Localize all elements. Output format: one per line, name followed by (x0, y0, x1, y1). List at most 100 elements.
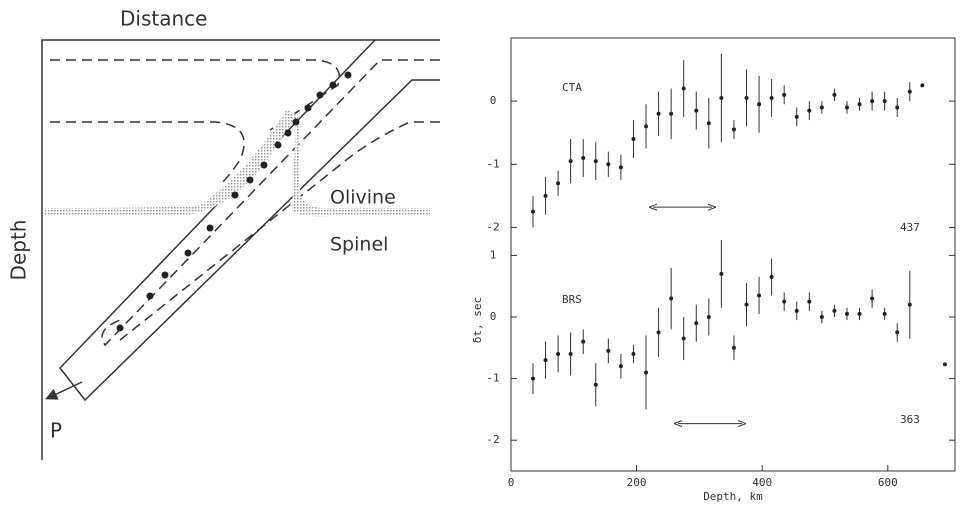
point (568, 159, 573, 164)
y-tick-label: 0 (490, 310, 497, 323)
x-tick-label: 600 (878, 476, 898, 489)
point (819, 315, 824, 319)
point (794, 114, 799, 119)
point (543, 193, 548, 198)
y-tick-label: -2 (486, 433, 499, 446)
point (593, 159, 598, 164)
dot (184, 249, 192, 257)
point (782, 299, 787, 304)
point (556, 181, 561, 186)
phase-label: Spinel (330, 234, 388, 256)
hypocenters (116, 71, 352, 332)
point (719, 271, 724, 276)
point (819, 105, 824, 110)
y-tick-label: -1 (486, 157, 499, 170)
point (895, 105, 900, 110)
point (644, 124, 649, 129)
point (844, 311, 849, 316)
point (656, 111, 661, 116)
point (857, 311, 862, 316)
point (681, 86, 686, 91)
point (694, 321, 699, 326)
point (857, 102, 862, 107)
point (870, 296, 875, 301)
point (782, 92, 787, 97)
point (669, 296, 674, 301)
p-arrow (45, 381, 83, 400)
plot-frame (510, 37, 956, 472)
y-tick-label: -2 (486, 220, 499, 233)
dot (284, 129, 292, 137)
point (907, 89, 912, 94)
point (907, 302, 912, 307)
y-label: δt, sec (471, 297, 484, 343)
point (543, 358, 548, 363)
point (606, 162, 611, 167)
point (794, 308, 799, 313)
x-tick-label: 400 (752, 476, 772, 489)
point (731, 127, 736, 132)
point (920, 83, 925, 88)
point (870, 99, 875, 104)
isotherm (50, 59, 340, 131)
isotherm (119, 121, 440, 341)
dot (161, 271, 169, 279)
point (656, 330, 661, 335)
point (844, 105, 849, 110)
y-tick-label: 0 (490, 94, 497, 107)
arrow-label: P (50, 419, 62, 443)
frame (41, 39, 440, 460)
point (832, 92, 837, 97)
point (757, 102, 762, 107)
point (882, 311, 887, 316)
dot (274, 141, 282, 149)
y-tick-label: 1 (490, 248, 497, 261)
station-label: CTA (562, 81, 582, 94)
dot (316, 91, 324, 99)
x-label: Depth, km (703, 490, 763, 503)
point (942, 362, 947, 367)
point (681, 336, 686, 341)
point (769, 95, 774, 100)
isotherm (50, 121, 245, 186)
x-tick-label: 0 (508, 476, 515, 489)
dot (260, 161, 268, 169)
slab-outline (59, 39, 440, 402)
point (706, 121, 711, 126)
point (769, 274, 774, 279)
point (618, 364, 623, 369)
count-label: 363 (900, 413, 920, 426)
point (757, 293, 762, 298)
dot (116, 324, 124, 332)
point (706, 315, 711, 319)
dot (246, 176, 254, 184)
point (807, 108, 812, 113)
point (669, 111, 674, 116)
dot (231, 191, 239, 199)
y-label: Depth (7, 220, 31, 281)
point (631, 351, 636, 356)
x-label: Distance (120, 7, 207, 31)
dot (146, 292, 154, 300)
dot (329, 81, 337, 89)
y-tick-label: -1 (486, 372, 499, 385)
count-label: 437 (900, 221, 920, 234)
point (618, 165, 623, 170)
point (882, 99, 887, 104)
dot (206, 224, 214, 232)
point (568, 351, 573, 356)
point (581, 339, 586, 344)
dot (304, 104, 312, 112)
point (581, 155, 586, 160)
point (744, 302, 749, 307)
point (530, 376, 535, 381)
station-label: BRS (562, 293, 582, 306)
point (719, 95, 724, 100)
point (807, 299, 812, 304)
dot (292, 118, 300, 126)
point (530, 209, 535, 214)
point (644, 370, 649, 375)
isotherm (101, 59, 440, 347)
point (631, 137, 636, 141)
point (832, 308, 837, 313)
